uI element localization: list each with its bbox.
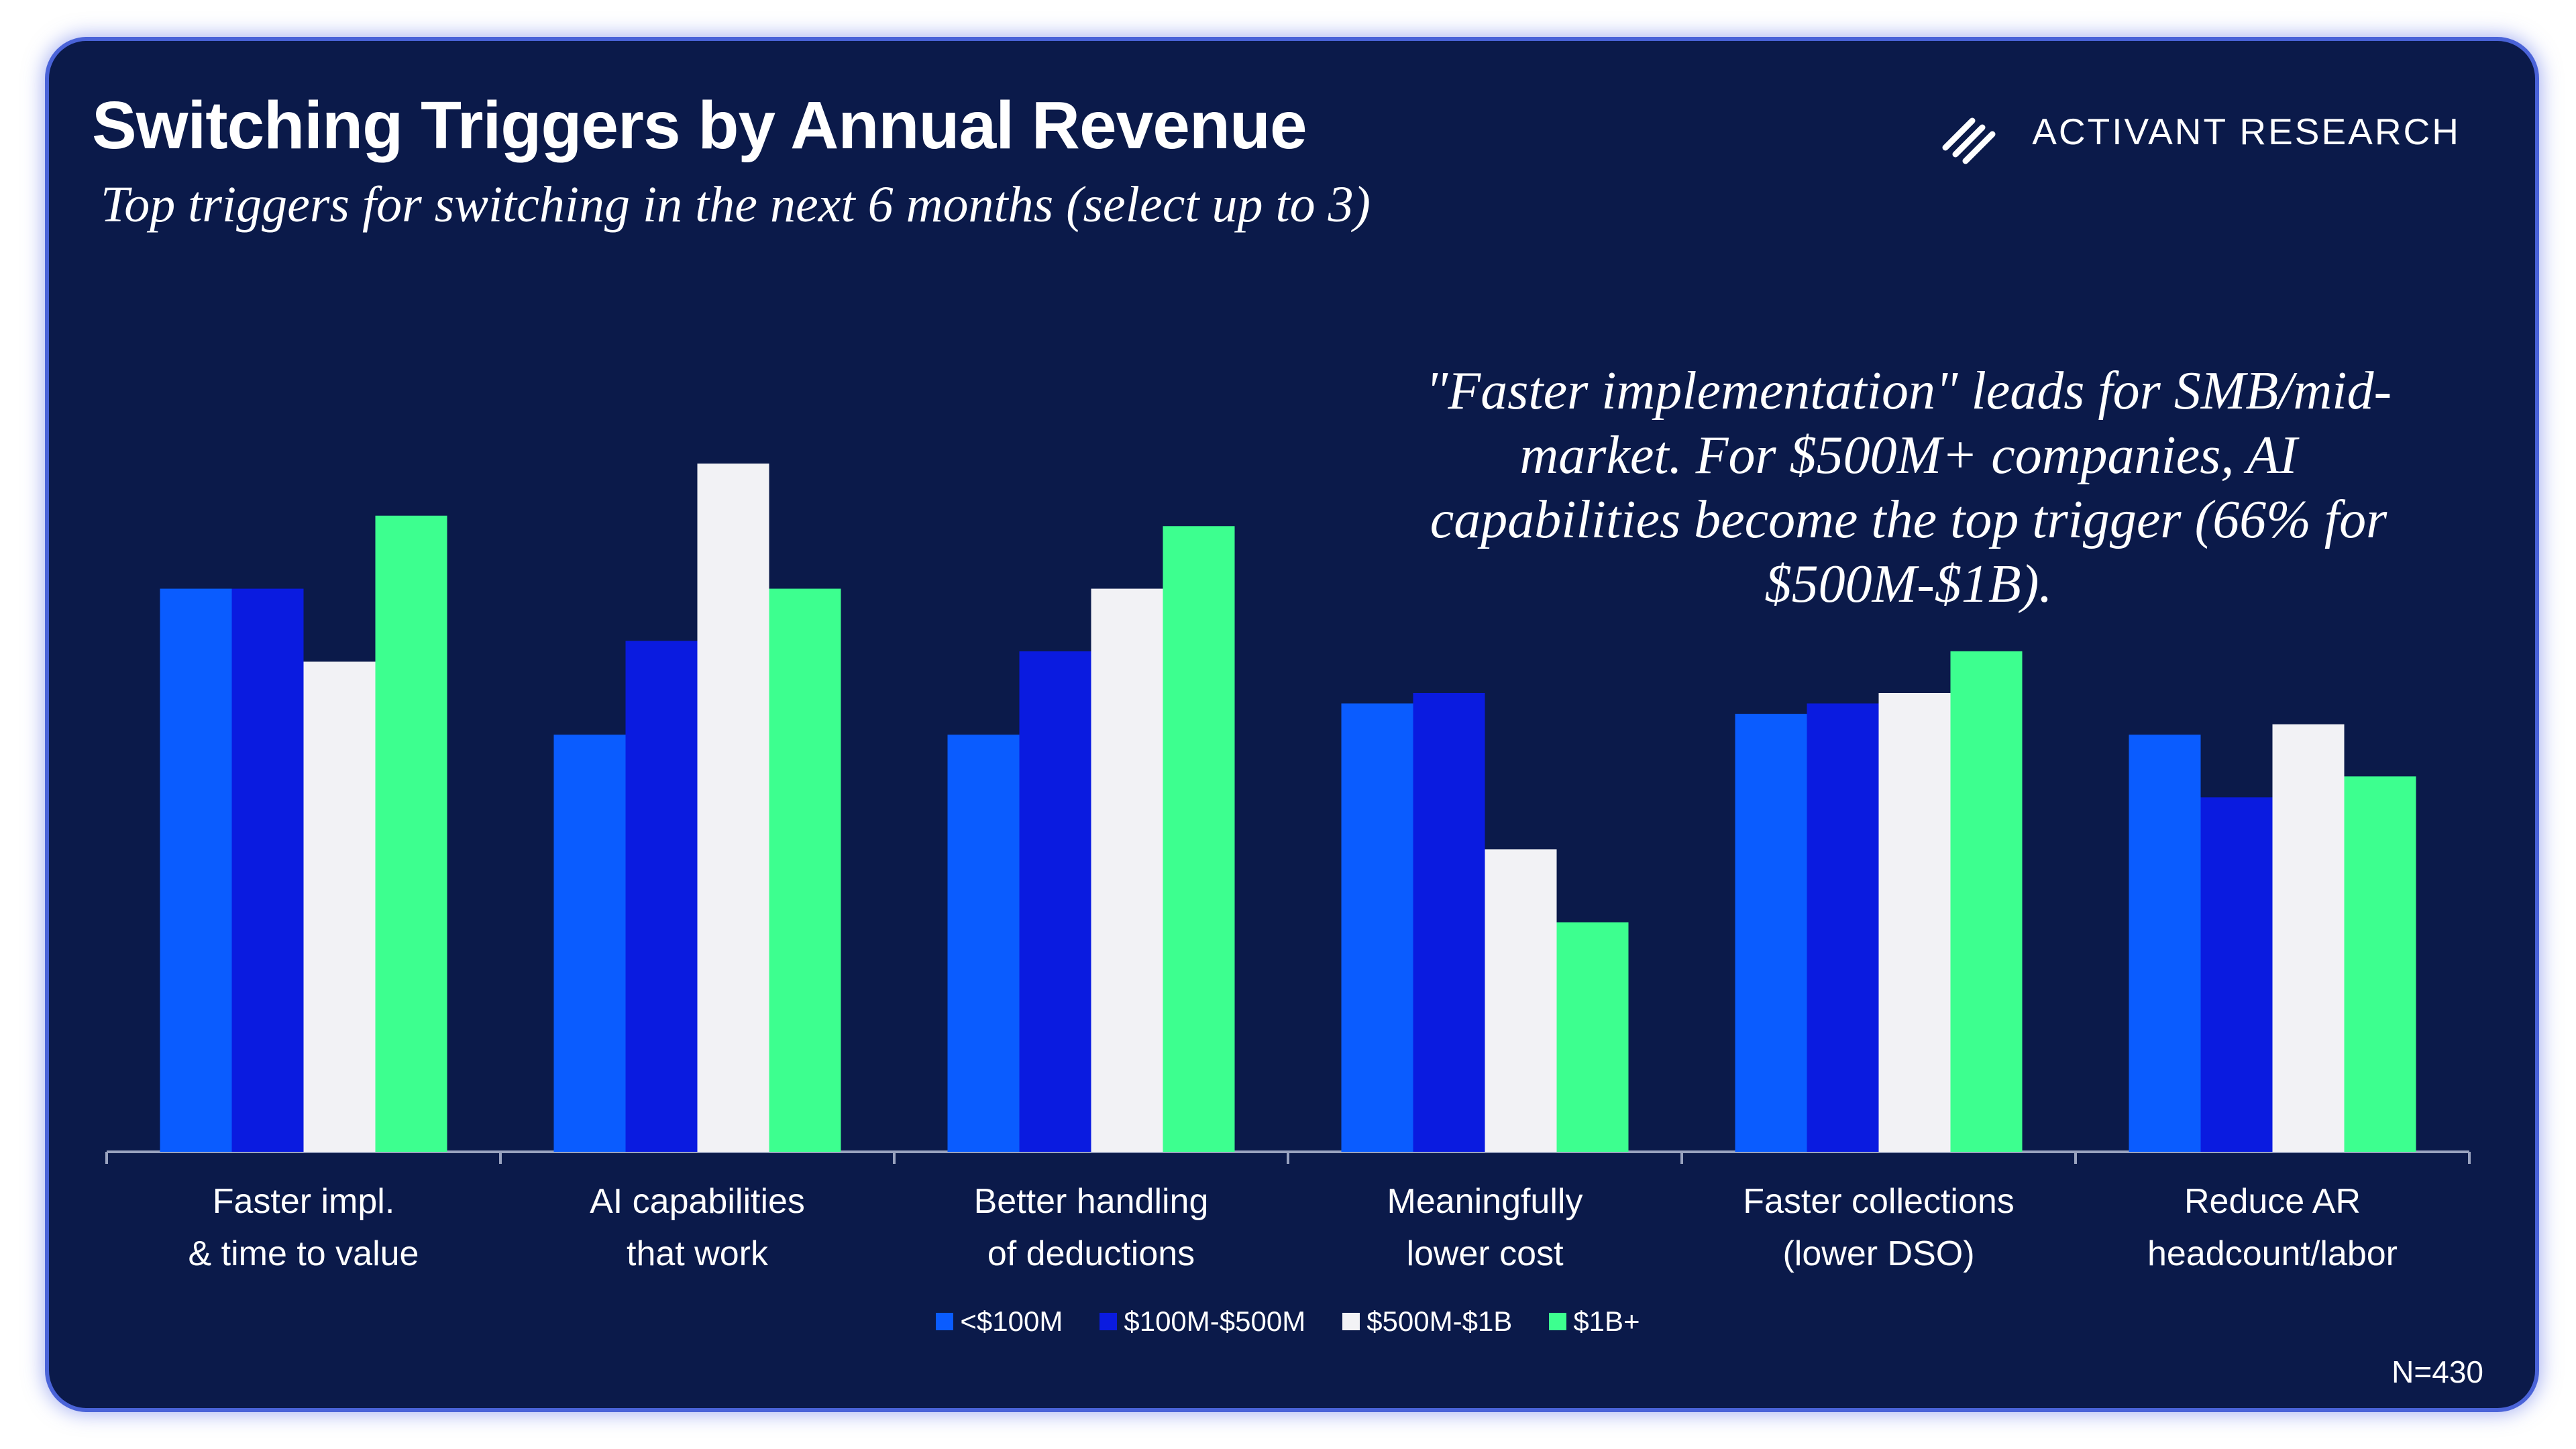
bar bbox=[2272, 724, 2345, 1152]
brand-logo bbox=[1942, 117, 1996, 164]
bar bbox=[947, 735, 1020, 1152]
legend-label: $100M-$500M bbox=[1124, 1305, 1306, 1337]
legend-label: <$100M bbox=[960, 1305, 1063, 1337]
bar bbox=[1341, 703, 1413, 1152]
bar bbox=[553, 735, 626, 1152]
legend-item: <$100M bbox=[936, 1305, 1063, 1338]
annotation: "Faster implementation" leads for SMB/mi… bbox=[1425, 362, 2392, 614]
bar bbox=[1950, 651, 2023, 1152]
bar bbox=[160, 588, 232, 1152]
bar bbox=[231, 588, 304, 1152]
x-tick-label: Faster impl. & time to value bbox=[188, 1182, 419, 1273]
x-tick-label: AI capabilities that work bbox=[590, 1182, 805, 1273]
bar bbox=[1485, 849, 1557, 1152]
bar bbox=[1807, 703, 1879, 1152]
legend-label: $500M-$1B bbox=[1366, 1305, 1513, 1337]
x-tick-label: Meaningfully lower cost bbox=[1387, 1182, 1583, 1273]
bar bbox=[697, 464, 769, 1152]
legend-swatch bbox=[1099, 1313, 1118, 1330]
x-tick-label: Better handling of deductions bbox=[973, 1182, 1209, 1273]
chart-title: Switching Triggers by Annual Revenue bbox=[92, 88, 1307, 163]
bar bbox=[1413, 693, 1485, 1152]
brand-name: ACTIVANT RESEARCH bbox=[2032, 111, 2461, 152]
legend-item: $1B+ bbox=[1549, 1305, 1640, 1338]
bar bbox=[1163, 526, 1235, 1152]
x-tick-label: Reduce AR headcount/labor bbox=[2147, 1182, 2398, 1273]
card bbox=[49, 41, 2535, 1408]
bar bbox=[1556, 922, 1629, 1152]
bar bbox=[375, 515, 447, 1152]
legend-swatch bbox=[1342, 1313, 1360, 1330]
legend-swatch bbox=[1549, 1313, 1567, 1330]
legend: <$100M $100M-$500M $500M-$1B $1B+ bbox=[0, 1305, 2576, 1338]
bar bbox=[1019, 651, 1091, 1152]
x-tick-label: Faster collections (lower DSO) bbox=[1743, 1182, 2015, 1273]
legend-swatch bbox=[936, 1313, 954, 1330]
bar bbox=[1878, 693, 1951, 1152]
legend-label: $1B+ bbox=[1573, 1305, 1640, 1337]
legend-item: $500M-$1B bbox=[1342, 1305, 1512, 1338]
bar bbox=[2129, 735, 2201, 1152]
chart-subtitle: Top triggers for switching in the next 6… bbox=[101, 176, 1371, 233]
bar bbox=[2344, 776, 2416, 1152]
bar bbox=[1735, 714, 1807, 1152]
bar bbox=[1091, 588, 1163, 1152]
sample-note: N=430 bbox=[2392, 1354, 2483, 1389]
bar bbox=[2200, 797, 2273, 1152]
bar bbox=[769, 588, 841, 1152]
legend-item: $100M-$500M bbox=[1099, 1305, 1305, 1338]
bar bbox=[625, 641, 698, 1152]
bar bbox=[303, 661, 376, 1152]
